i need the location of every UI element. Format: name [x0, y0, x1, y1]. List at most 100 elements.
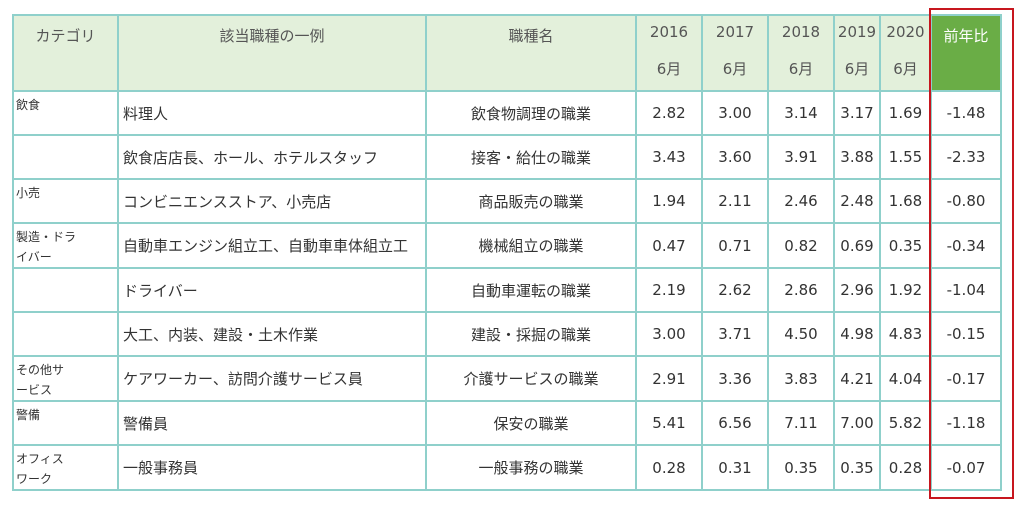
header-month-label: 6月	[656, 60, 682, 78]
row-value-2018: 2.46	[767, 178, 835, 224]
row-value-2016: 2.91	[635, 355, 703, 402]
row-value-2017: 3.60	[701, 134, 769, 180]
row-value-2017: 3.71	[701, 311, 769, 357]
row-value-2019: 3.17	[833, 90, 881, 136]
row-value-2017: 3.36	[701, 355, 769, 402]
header-example: 該当職種の一例	[117, 14, 427, 92]
row-value-2018: 4.50	[767, 311, 835, 357]
row-value-2017: 0.71	[701, 222, 769, 269]
row-occupation: 飲食物調理の職業	[425, 90, 637, 136]
row-value-2020: 1.69	[879, 90, 932, 136]
row-value-2019: 4.98	[833, 311, 881, 357]
row-yoy: -2.33	[930, 134, 1002, 180]
row-category	[12, 311, 119, 357]
row-yoy: -1.18	[930, 400, 1002, 446]
header-year-label: 2018	[781, 23, 821, 41]
header-year-2020: 2020 6月	[879, 14, 932, 92]
row-value-2018: 3.83	[767, 355, 835, 402]
row-value-2018: 0.35	[767, 444, 835, 491]
row-occupation: 一般事務の職業	[425, 444, 637, 491]
header-occupation: 職種名	[425, 14, 637, 92]
row-category-text: オフィスワーク	[16, 452, 64, 486]
row-category: 製造・ドライバー	[12, 222, 119, 269]
row-occupation: 商品販売の職業	[425, 178, 637, 224]
row-value-2017: 6.56	[701, 400, 769, 446]
row-category-text: 製造・ドライバー	[16, 230, 77, 264]
row-value-2019: 7.00	[833, 400, 881, 446]
row-occupation: 建設・採掘の職業	[425, 311, 637, 357]
row-value-2019: 2.96	[833, 267, 881, 313]
table-row: 警備 警備員 保安の職業 5.41 6.56 7.11 7.00 5.82 -1…	[12, 400, 1002, 446]
row-value-2020: 1.68	[879, 178, 932, 224]
row-value-2020: 1.55	[879, 134, 932, 180]
row-occupation: 自動車運転の職業	[425, 267, 637, 313]
row-category	[12, 134, 119, 180]
row-example-jobs: 警備員	[117, 400, 427, 446]
row-value-2020: 5.82	[879, 400, 932, 446]
row-category-text: その他サービス	[16, 363, 65, 397]
row-value-2018: 3.91	[767, 134, 835, 180]
row-example-jobs: 一般事務員	[117, 444, 427, 491]
job-openings-ratio-table: カテゴリ 該当職種の一例 職種名 2016 6月 2017 6月 2018 6月…	[12, 14, 1002, 491]
row-value-2016: 1.94	[635, 178, 703, 224]
row-example-jobs: コンビニエンスストア、小売店	[117, 178, 427, 224]
table-row: その他サービス ケアワーカー、訪問介護サービス員 介護サービスの職業 2.91 …	[12, 355, 1002, 402]
row-value-2016: 0.28	[635, 444, 703, 491]
table-row: 小売 コンビニエンスストア、小売店 商品販売の職業 1.94 2.11 2.46…	[12, 178, 1002, 224]
row-example-jobs: 自動車エンジン組立工、自動車車体組立工	[117, 222, 427, 269]
header-year-label: 2016	[649, 23, 689, 41]
row-value-2016: 0.47	[635, 222, 703, 269]
row-value-2019: 2.48	[833, 178, 881, 224]
row-category: 飲食	[12, 90, 119, 136]
row-value-2020: 0.28	[879, 444, 932, 491]
row-example-jobs: ドライバー	[117, 267, 427, 313]
row-value-2018: 2.86	[767, 267, 835, 313]
table-row: 飲食 料理人 飲食物調理の職業 2.82 3.00 3.14 3.17 1.69…	[12, 90, 1002, 136]
row-value-2017: 2.11	[701, 178, 769, 224]
header-category: カテゴリ	[12, 14, 119, 92]
row-occupation: 接客・給仕の職業	[425, 134, 637, 180]
row-value-2020: 1.92	[879, 267, 932, 313]
row-value-2019: 0.35	[833, 444, 881, 491]
row-category: その他サービス	[12, 355, 119, 402]
row-yoy: -0.34	[930, 222, 1002, 269]
job-openings-table-wrapper: カテゴリ 該当職種の一例 職種名 2016 6月 2017 6月 2018 6月…	[12, 14, 1002, 491]
row-yoy: -0.15	[930, 311, 1002, 357]
row-value-2017: 0.31	[701, 444, 769, 491]
header-month-label: 6月	[722, 60, 748, 78]
header-month-label: 6月	[893, 60, 918, 78]
table-row: 大工、内装、建設・土木作業 建設・採掘の職業 3.00 3.71 4.50 4.…	[12, 311, 1002, 357]
row-value-2020: 4.83	[879, 311, 932, 357]
header-year-2016: 2016 6月	[635, 14, 703, 92]
header-yoy: 前年比	[930, 14, 1002, 92]
row-value-2017: 2.62	[701, 267, 769, 313]
header-year-2018: 2018 6月	[767, 14, 835, 92]
row-value-2016: 5.41	[635, 400, 703, 446]
header-year-2019: 2019 6月	[833, 14, 881, 92]
header-year-label: 2017	[715, 23, 755, 41]
row-occupation: 介護サービスの職業	[425, 355, 637, 402]
table-row: オフィスワーク 一般事務員 一般事務の職業 0.28 0.31 0.35 0.3…	[12, 444, 1002, 491]
row-category: 警備	[12, 400, 119, 446]
row-example-jobs: 飲食店店長、ホール、ホテルスタッフ	[117, 134, 427, 180]
header-year-label: 2020	[886, 23, 925, 41]
header-row: カテゴリ 該当職種の一例 職種名 2016 6月 2017 6月 2018 6月…	[12, 14, 1002, 92]
row-category	[12, 267, 119, 313]
row-category: 小売	[12, 178, 119, 224]
header-month-label: 6月	[844, 60, 870, 78]
row-value-2019: 4.21	[833, 355, 881, 402]
row-occupation: 保安の職業	[425, 400, 637, 446]
row-value-2018: 3.14	[767, 90, 835, 136]
row-value-2018: 7.11	[767, 400, 835, 446]
row-value-2018: 0.82	[767, 222, 835, 269]
row-value-2019: 3.88	[833, 134, 881, 180]
row-yoy: -0.80	[930, 178, 1002, 224]
row-yoy: -0.07	[930, 444, 1002, 491]
row-yoy: -1.48	[930, 90, 1002, 136]
row-value-2016: 3.43	[635, 134, 703, 180]
row-value-2016: 2.82	[635, 90, 703, 136]
row-occupation: 機械組立の職業	[425, 222, 637, 269]
row-value-2020: 0.35	[879, 222, 932, 269]
row-value-2020: 4.04	[879, 355, 932, 402]
row-value-2016: 2.19	[635, 267, 703, 313]
